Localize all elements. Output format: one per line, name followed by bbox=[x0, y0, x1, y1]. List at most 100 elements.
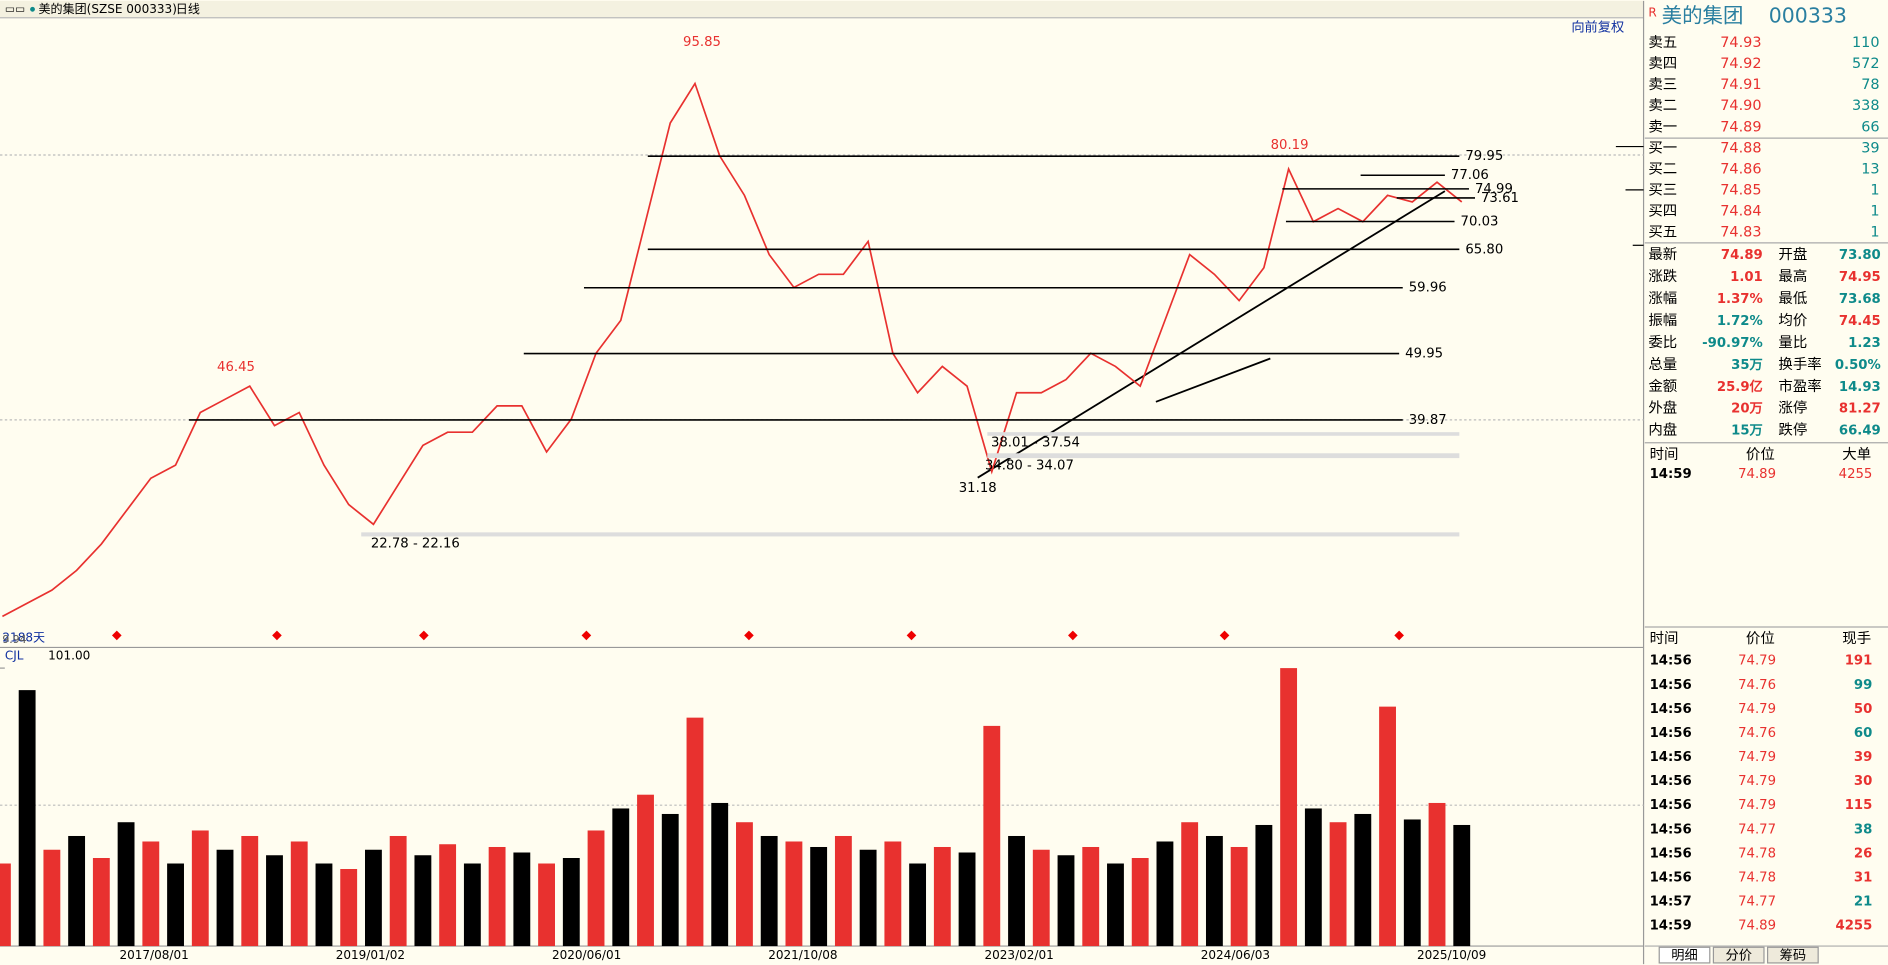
book-volume: 338 bbox=[1852, 98, 1880, 114]
tick-volume: 60 bbox=[1854, 726, 1872, 741]
volume-bar bbox=[1181, 822, 1199, 947]
tick-price: 74.79 bbox=[1738, 798, 1776, 813]
marker bbox=[581, 630, 592, 641]
x-tick-label: 2024/06/03 bbox=[1201, 948, 1270, 962]
x-tick-label: 2023/02/01 bbox=[984, 948, 1053, 962]
stat-value: 0.50% bbox=[1835, 358, 1881, 373]
tick-price: 74.77 bbox=[1738, 822, 1776, 837]
x-tick-label: 2025/10/09 bbox=[1417, 948, 1486, 962]
column-header: 价位 bbox=[1746, 446, 1775, 463]
book-label: 卖二 bbox=[1648, 97, 1677, 114]
tab-label[interactable]: 分价 bbox=[1725, 948, 1751, 964]
stat-value: 1.37% bbox=[1717, 292, 1763, 307]
x-tick-label: 2019/01/02 bbox=[336, 948, 405, 962]
volume-bar bbox=[686, 717, 704, 947]
tick-price: 74.78 bbox=[1738, 870, 1776, 885]
x-tick-label: 2020/06/01 bbox=[552, 948, 621, 962]
book-label: 卖一 bbox=[1648, 118, 1677, 135]
indicator[interactable]: CJL bbox=[5, 648, 24, 662]
column-header: 价位 bbox=[1746, 630, 1775, 647]
volume-bar bbox=[68, 835, 86, 947]
volume-bar bbox=[637, 794, 654, 947]
volume-bar bbox=[1107, 863, 1124, 947]
stat-value: 74.89 bbox=[1721, 248, 1763, 263]
menu-icon[interactable]: ▭▭ bbox=[5, 2, 25, 15]
trend-line bbox=[1155, 357, 1271, 403]
volume-bar bbox=[810, 846, 828, 947]
marker bbox=[906, 630, 917, 641]
book-price: 74.84 bbox=[1720, 204, 1761, 220]
zone-label: 22.78 - 22.16 bbox=[371, 537, 460, 552]
stat-label: 跌停 bbox=[1778, 422, 1807, 439]
volume-bar bbox=[1453, 824, 1471, 947]
level-label: 73.61 bbox=[1481, 191, 1519, 206]
tick-volume: 4255 bbox=[1836, 919, 1873, 934]
book-volume: 110 bbox=[1852, 35, 1880, 51]
volume-bar bbox=[661, 813, 679, 947]
volume-bar bbox=[538, 863, 555, 947]
column-header: 现手 bbox=[1842, 630, 1871, 647]
stat-value: 74.95 bbox=[1839, 270, 1881, 285]
book-label: 买四 bbox=[1648, 203, 1677, 220]
volume-bar bbox=[191, 830, 209, 947]
peak-label: 31.18 bbox=[959, 481, 997, 496]
volume-bar bbox=[711, 802, 729, 947]
stat-value: 1.01 bbox=[1730, 270, 1763, 285]
column-header: 大单 bbox=[1842, 446, 1871, 463]
marker bbox=[111, 630, 122, 641]
tick-price: 74.76 bbox=[1738, 726, 1776, 741]
tab[interactable] bbox=[1658, 946, 1711, 964]
tab[interactable] bbox=[1712, 946, 1765, 964]
level-label: 77.06 bbox=[1451, 168, 1489, 183]
volume-bar bbox=[315, 863, 333, 947]
volume-bar bbox=[266, 855, 283, 947]
volume-bar bbox=[1280, 668, 1298, 947]
zone bbox=[361, 532, 1460, 537]
volume-bar bbox=[1304, 808, 1322, 947]
stat-label: 内盘 bbox=[1648, 421, 1677, 439]
tick-volume: 31 bbox=[1854, 870, 1872, 885]
days: 2188天 bbox=[2, 630, 45, 644]
book-price: 74.92 bbox=[1720, 56, 1761, 72]
volume-bar bbox=[167, 863, 184, 947]
volume-bar bbox=[414, 855, 432, 947]
volume-bar bbox=[1131, 858, 1149, 947]
stat-label: 换手率 bbox=[1778, 356, 1821, 373]
tab-label[interactable]: 明细 bbox=[1671, 948, 1697, 964]
marker bbox=[419, 630, 429, 641]
volume-bar bbox=[834, 835, 852, 947]
flag: R bbox=[1648, 5, 1657, 19]
book-label: 卖三 bbox=[1648, 76, 1677, 93]
tab[interactable] bbox=[1766, 946, 1819, 964]
book-volume: 572 bbox=[1852, 56, 1880, 72]
stat-label: 最高 bbox=[1778, 268, 1807, 285]
book-label: 买三 bbox=[1648, 182, 1677, 199]
adjust[interactable]: 向前复权 bbox=[1571, 18, 1624, 35]
stat-value: 14.93 bbox=[1839, 380, 1881, 395]
peak-label: 46.45 bbox=[217, 360, 255, 375]
tick-price: 74.79 bbox=[1738, 750, 1776, 765]
tick-price: 74.79 bbox=[1738, 774, 1776, 789]
period[interactable]: 日线 bbox=[176, 2, 200, 16]
tick-volume: 50 bbox=[1854, 702, 1872, 717]
book-volume: 66 bbox=[1861, 119, 1879, 135]
volume-bar bbox=[736, 822, 753, 947]
volume-bar bbox=[1082, 846, 1100, 947]
volume-bar bbox=[884, 841, 902, 947]
stat-label: 最新 bbox=[1648, 246, 1677, 263]
tick-volume: 39 bbox=[1854, 750, 1872, 765]
stat-label: 均价 bbox=[1778, 312, 1807, 329]
volume-bar bbox=[290, 841, 308, 947]
tab-label[interactable]: 筹码 bbox=[1780, 947, 1806, 964]
y-tick-label: 101.00 bbox=[48, 648, 90, 662]
volume-bar bbox=[439, 844, 457, 947]
volume-bar bbox=[340, 869, 358, 947]
status-dot bbox=[30, 6, 35, 12]
volume-bar bbox=[760, 835, 778, 947]
stock-name: 美的集团(SZSE 000333) bbox=[39, 1, 177, 16]
volume-bar bbox=[43, 849, 61, 947]
tick-volume: 191 bbox=[1845, 654, 1873, 669]
volume-bar bbox=[1329, 822, 1347, 947]
book-price: 74.93 bbox=[1720, 35, 1761, 51]
